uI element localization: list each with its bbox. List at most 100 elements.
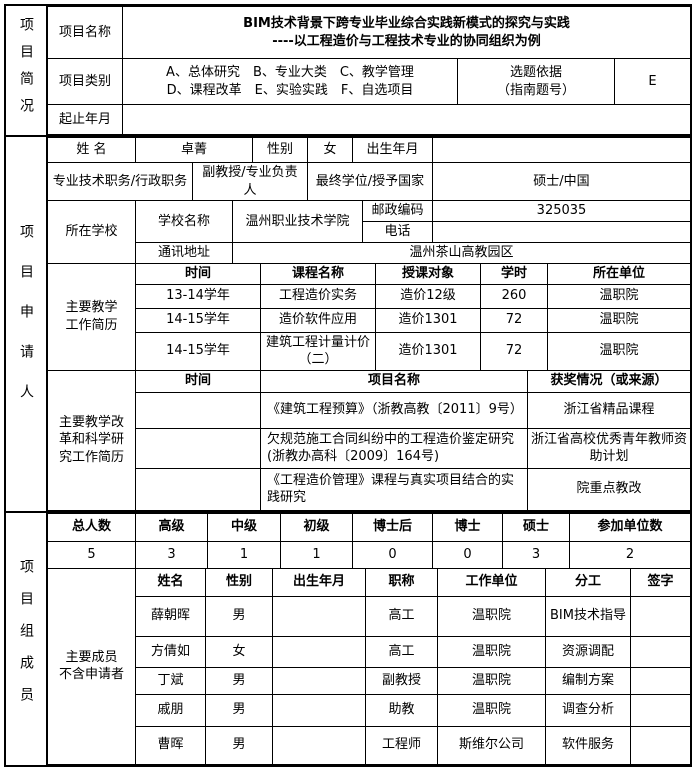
member-cell: 助教 bbox=[365, 693, 438, 727]
applicant-name-row: 姓 名 卓菁 性别 女 出生年月 bbox=[47, 137, 691, 163]
member-row: 薛朝晖 男 高工 温职院 BIM技术指导 bbox=[48, 595, 691, 637]
school-name-value: 温州职业技术学院 bbox=[232, 200, 363, 244]
degree-label: 最终学位/授予国家 bbox=[307, 161, 433, 202]
name-label: 姓 名 bbox=[47, 137, 136, 163]
applicant-title-row: 专业技术职务/行政职务 副教授/专业负责人 最终学位/授予国家 硕士/中国 bbox=[47, 161, 691, 202]
teaching-cell: 工程造价实务 bbox=[260, 283, 376, 309]
research-label: 主要教学改 革和科学研 究工作简历 bbox=[47, 369, 136, 511]
research-header-award: 获奖情况（或来源） bbox=[527, 369, 691, 393]
teaching-header-time: 时间 bbox=[135, 263, 261, 285]
member-row: 戚朋 男 助教 温职院 调查分析 bbox=[48, 693, 691, 727]
project-name-value: BIM技术背景下跨专业毕业综合实践新模式的探究与实践 ----以工程造价与工程技… bbox=[121, 6, 692, 59]
section-label-members-text: 项目组成员 bbox=[18, 558, 34, 719]
member-cell: 软件服务 bbox=[545, 725, 631, 765]
teaching-row: 14-15学年 造价软件应用 造价1301 72 温职院 bbox=[48, 307, 691, 333]
stats-header-senior: 高级 bbox=[135, 512, 208, 542]
research-row: 《建筑工程预算》（浙教高教〔2011〕9号） 浙江省精品课程 bbox=[48, 391, 691, 429]
project-name-row: 项目名称 BIM技术背景下跨专业毕业综合实践新模式的探究与实践 ----以工程造… bbox=[47, 6, 692, 59]
member-cell: 高工 bbox=[365, 595, 438, 637]
research-cell: 《建筑工程预算》（浙教高教〔2011〕9号） bbox=[260, 391, 528, 429]
research-row: 《工程造价管理》课程与真实项目结合的实践研究 院重点教改 bbox=[48, 467, 691, 511]
section-applicant: 项目申请人 姓 名 卓菁 性别 女 出生年月 专业技术职务/行政职务 副教授/专 bbox=[6, 135, 691, 511]
birth-label: 出生年月 bbox=[352, 137, 433, 163]
gender-value: 女 bbox=[307, 137, 353, 163]
topic-basis-label: 选题依据 （指南题号） bbox=[457, 58, 615, 105]
research-cell: 《工程造价管理》课程与真实项目结合的实践研究 bbox=[260, 467, 528, 511]
school-table: 所在学校 学校名称 温州职业技术学院 邮政编码 325035 电话 通讯地址 温… bbox=[47, 200, 691, 265]
school-label: 所在学校 bbox=[47, 200, 136, 265]
title-value: 副教授/专业负责人 bbox=[192, 161, 308, 202]
member-cell: 戚朋 bbox=[135, 693, 206, 727]
applicant-name-table: 姓 名 卓菁 性别 女 出生年月 bbox=[47, 137, 691, 163]
stats-header-doctor: 博士 bbox=[432, 512, 503, 542]
member-cell bbox=[272, 635, 366, 668]
member-cell bbox=[272, 725, 366, 765]
stats-value-units: 2 bbox=[569, 540, 691, 569]
members-content: 总人数 高级 中级 初级 博士后 博士 硕士 参加单位数 5 3 1 1 0 0… bbox=[47, 512, 691, 765]
research-row: 欠规范施工合同纠纷中的工程造价鉴定研究(浙教办高科〔2009〕164号) 浙江省… bbox=[48, 427, 691, 469]
teaching-header-audience: 授课对象 bbox=[375, 263, 481, 285]
gender-label: 性别 bbox=[252, 137, 308, 163]
overview-content: 项目名称 BIM技术背景下跨专业毕业综合实践新模式的探究与实践 ----以工程造… bbox=[47, 6, 692, 135]
stats-value-master: 3 bbox=[502, 540, 570, 569]
members-header-birth: 出生年月 bbox=[272, 567, 366, 597]
members-list-table: 主要成员 不含申请者 姓名 性别 出生年月 职称 工作单位 分工 签字 薛朝晖 … bbox=[47, 567, 691, 765]
member-cell: 男 bbox=[205, 725, 273, 765]
project-category-options: A、总体研究 B、专业大类 C、教学管理 D、课程改革 E、实验实践 F、自选项… bbox=[122, 58, 458, 105]
teaching-label: 主要教学 工作简历 bbox=[47, 263, 136, 371]
teaching-cell: 72 bbox=[480, 307, 548, 333]
member-cell: 资源调配 bbox=[545, 635, 631, 668]
topic-basis-value: E bbox=[613, 58, 692, 105]
teaching-row: 13-14学年 工程造价实务 造价12级 260 温职院 bbox=[48, 283, 691, 309]
teaching-row: 14-15学年 建筑工程计量计价（二） 造价1301 72 温职院 bbox=[48, 331, 691, 371]
member-cell bbox=[630, 635, 691, 668]
project-category-label: 项目类别 bbox=[47, 58, 123, 105]
teaching-cell: 14-15学年 bbox=[135, 331, 261, 371]
teaching-history-table: 主要教学 工作简历 时间 课程名称 授课对象 学时 所在单位 13-14学年 工… bbox=[47, 263, 691, 371]
research-header-row: 主要教学改 革和科学研 究工作简历 时间 项目名称 获奖情况（或来源） bbox=[47, 369, 691, 511]
member-cell: 方倩如 bbox=[135, 635, 206, 668]
research-cell: 浙江省精品课程 bbox=[527, 391, 691, 429]
member-cell: BIM技术指导 bbox=[545, 595, 631, 637]
section-members: 项目组成员 总人数 高级 中级 初级 博士后 博士 硕士 参加单位数 5 3 bbox=[6, 510, 691, 765]
applicant-content: 姓 名 卓菁 性别 女 出生年月 专业技术职务/行政职务 副教授/专业负责人 最… bbox=[47, 137, 691, 511]
overview-table: 项目名称 BIM技术背景下跨专业毕业综合实践新模式的探究与实践 ----以工程造… bbox=[47, 6, 692, 135]
zip-label: 邮政编码 bbox=[362, 200, 433, 223]
section-project-overview: 项目简况 项目名称 BIM技术背景下跨专业毕业综合实践新模式的探究与实践 ---… bbox=[6, 6, 692, 135]
members-header-signature: 签字 bbox=[630, 567, 691, 597]
teaching-cell: 13-14学年 bbox=[135, 283, 261, 309]
teaching-cell: 造价12级 bbox=[375, 283, 481, 309]
member-cell: 工程师 bbox=[365, 725, 438, 765]
member-row: 方倩如 女 高工 温职院 资源调配 bbox=[48, 635, 691, 668]
members-header-gender: 性别 bbox=[205, 567, 273, 597]
teaching-cell: 建筑工程计量计价（二） bbox=[260, 331, 376, 371]
member-cell: 男 bbox=[205, 595, 273, 637]
member-cell: 调查分析 bbox=[545, 693, 631, 727]
member-cell: 编制方案 bbox=[545, 666, 631, 695]
stats-value-junior: 1 bbox=[280, 540, 353, 569]
member-cell: 斯维尔公司 bbox=[437, 725, 546, 765]
section-label-applicant: 项目申请人 bbox=[6, 137, 47, 511]
duration-row: 起止年月 bbox=[47, 104, 692, 135]
member-row: 曹晖 男 工程师 斯维尔公司 软件服务 bbox=[48, 725, 691, 765]
member-cell bbox=[630, 666, 691, 695]
school-row-address: 通讯地址 温州茶山高教园区 bbox=[48, 242, 691, 265]
degree-value: 硕士/中国 bbox=[432, 161, 691, 202]
teaching-header-hours: 学时 bbox=[480, 263, 548, 285]
stats-header-junior: 初级 bbox=[280, 512, 353, 542]
stats-header-master: 硕士 bbox=[502, 512, 570, 542]
project-name-label: 项目名称 bbox=[47, 6, 123, 59]
teaching-cell: 温职院 bbox=[547, 331, 691, 371]
address-value: 温州茶山高教园区 bbox=[232, 242, 691, 265]
teaching-cell: 造价软件应用 bbox=[260, 307, 376, 333]
teaching-header-unit: 所在单位 bbox=[547, 263, 691, 285]
teaching-cell: 72 bbox=[480, 331, 548, 371]
name-value: 卓菁 bbox=[135, 137, 253, 163]
members-header-title: 职称 bbox=[365, 567, 438, 597]
members-stats-table: 总人数 高级 中级 初级 博士后 博士 硕士 参加单位数 5 3 1 1 0 0… bbox=[47, 512, 691, 569]
stats-value-middle: 1 bbox=[207, 540, 281, 569]
teaching-header-course: 课程名称 bbox=[260, 263, 376, 285]
member-cell: 温职院 bbox=[437, 595, 546, 637]
research-history-table: 主要教学改 革和科学研 究工作简历 时间 项目名称 获奖情况（或来源） 《建筑工… bbox=[47, 369, 691, 511]
stats-values-row: 5 3 1 1 0 0 3 2 bbox=[47, 540, 691, 569]
